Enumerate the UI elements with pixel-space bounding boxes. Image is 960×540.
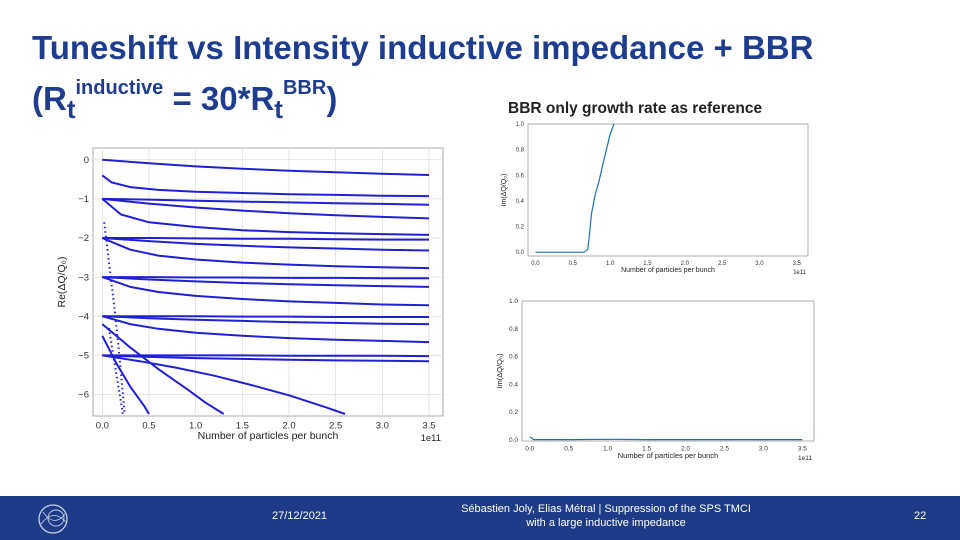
title-eq: = 30*R <box>163 80 275 117</box>
x-tick-label: 0.0 <box>531 261 540 267</box>
y-tick-label: 0.4 <box>509 381 518 388</box>
x-tick-label: 1.0 <box>606 261 615 267</box>
series-line-5 <box>101 198 430 236</box>
x-tick-label: 1.5 <box>643 261 652 267</box>
x-tick-label: 2.5 <box>720 446 729 453</box>
series-line-19 <box>101 335 150 415</box>
y-axis-label: Im(ΔQ/Q₀) <box>501 174 508 207</box>
series-line-1 <box>102 158 430 176</box>
y-axis-label: Re(ΔQ/Q₀) <box>56 256 68 307</box>
title-sup-1: inductive <box>75 77 164 99</box>
x-tick-label: 3.5 <box>422 421 435 432</box>
x-tick-label: 1.0 <box>603 446 612 453</box>
y-tick-label: 0 <box>84 155 89 166</box>
x-axis-multiplier: 1e11 <box>798 455 812 462</box>
x-axis-multiplier: 1e11 <box>421 433 441 444</box>
y-tick-label: −5 <box>78 351 89 362</box>
y-tick-label: 0.4 <box>516 199 525 205</box>
y-tick-label: 0.8 <box>509 326 518 333</box>
x-tick-label: 0.0 <box>96 421 109 432</box>
x-tick-label: 0.5 <box>142 421 155 432</box>
x-tick-label: 3.0 <box>376 421 389 432</box>
footer-bar: 27/12/2021 Sébastien Joly, Elias Métral … <box>0 496 960 540</box>
series-line-10 <box>102 276 430 288</box>
y-tick-label: 0.2 <box>509 409 518 416</box>
x-tick-label: 3.0 <box>759 446 768 453</box>
footer-authors: Sébastien Joly, Elias Métral | Suppressi… <box>430 502 782 530</box>
series-line-11 <box>101 276 430 307</box>
y-tick-label: −3 <box>78 272 89 283</box>
x-axis-label: Number of particles per bunch <box>618 451 718 460</box>
series-line-12 <box>102 315 429 318</box>
series-line-8 <box>101 237 430 270</box>
x-tick-label: 2.5 <box>329 421 342 432</box>
cern-logo <box>38 504 68 534</box>
y-tick-label: −4 <box>78 311 89 322</box>
slide-title: Tuneshift vs Intensity inductive impedan… <box>32 28 813 129</box>
series-line-9 <box>102 276 429 280</box>
series-line-1 <box>535 124 615 253</box>
x-axis-label: Number of particles per bunch <box>198 430 339 442</box>
y-tick-label: 0.0 <box>509 437 518 444</box>
x-tick-label: 3.0 <box>755 261 764 267</box>
growth-rate-chart-inductive: 0.0 0.5 1.0 1.5 2.0 2.5 3.0 3.5 0.0 0.2 0.4 0.6 0.8 1… <box>501 122 809 276</box>
title-line-2: (Rtinductive = 30*RtBBR) <box>32 68 813 129</box>
x-tick-label: 1.0 <box>189 421 202 432</box>
tuneshift-real-chart: 0.0 0.5 1.0 1.5 2.0 2.5 3.0 3.5 0 −1 −2 −3 −4 −5 −6 Num… <box>56 147 444 444</box>
page-number: 22 <box>914 510 927 522</box>
x-axis-multiplier: 1e11 <box>793 270 807 276</box>
y-tick-label: −6 <box>78 390 89 401</box>
series-line-18 <box>101 323 225 415</box>
y-tick-label: 0.0 <box>516 250 525 256</box>
y-tick-label: 1.0 <box>509 298 518 305</box>
x-tick-label: 2.0 <box>681 446 690 453</box>
x-tick-label: 3.5 <box>793 261 802 267</box>
footer-authors-line-1: Sébastien Joly, Elias Métral | Suppressi… <box>461 503 751 515</box>
title-close: ) <box>326 80 338 117</box>
y-tick-label: 1.0 <box>516 122 525 128</box>
series-line-21 <box>107 327 124 415</box>
series-line-16 <box>102 354 430 363</box>
y-tick-label: −2 <box>78 233 89 244</box>
series-line-15 <box>102 354 430 358</box>
series-line-3 <box>102 197 430 206</box>
title-sup-2: BBR <box>282 77 327 99</box>
series-line-1 <box>529 436 803 441</box>
growth-rate-chart-bbr: 0.0 0.5 1.0 1.5 2.0 2.5 3.0 3.5 0.0 0.2 0.4 0.6 0.8 1… <box>495 298 815 462</box>
series-line-20 <box>103 222 126 415</box>
x-tick-label: 2.5 <box>718 261 727 267</box>
y-tick-label: 0.2 <box>516 225 525 231</box>
y-tick-label: 0.6 <box>509 354 518 361</box>
series-line-7 <box>102 237 430 252</box>
title-line-1: Tuneshift vs Intensity inductive impedan… <box>32 29 814 66</box>
x-tick-label: 0.0 <box>525 446 534 453</box>
x-tick-label: 2.0 <box>282 421 295 432</box>
y-tick-label: 0.6 <box>516 173 525 179</box>
series-line-4 <box>102 197 430 220</box>
y-axis-label: Im(ΔQ/Q₀) <box>495 353 504 389</box>
series-line-14 <box>102 315 430 344</box>
x-tick-label: 2.0 <box>681 261 690 267</box>
series-line-13 <box>102 315 430 326</box>
footer-date: 27/12/2021 <box>272 510 328 522</box>
x-tick-label: 0.5 <box>569 261 578 267</box>
y-tick-label: 0.8 <box>516 148 525 154</box>
subheading: BBR only growth rate as reference <box>508 100 763 117</box>
title-open: (R <box>32 80 67 117</box>
series-line-2 <box>101 174 430 198</box>
plot-area <box>527 123 809 257</box>
x-tick-label: 3.5 <box>798 446 807 453</box>
series-line-17 <box>102 354 346 415</box>
x-axis-label: Number of particles per bunch <box>621 267 715 274</box>
series-line-6 <box>102 237 429 241</box>
x-tick-label: 1.5 <box>236 421 249 432</box>
title-sub-1: t <box>66 94 76 124</box>
plot-area <box>521 300 815 442</box>
y-tick-label: −1 <box>78 194 89 205</box>
footer-authors-line-2: with a large inductive impedance <box>526 517 686 529</box>
x-tick-label: 1.5 <box>642 446 651 453</box>
x-tick-label: 0.5 <box>564 446 573 453</box>
title-sub-2: t <box>274 94 283 124</box>
